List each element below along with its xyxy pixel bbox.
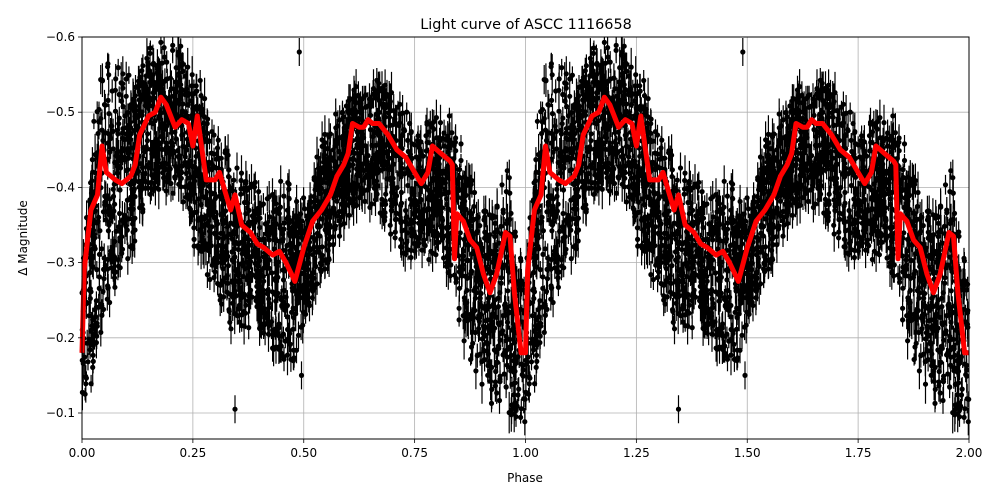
- binned-mean-curve: [79, 94, 969, 356]
- x-axis-ticks: 0.00 0.25 0.50 0.75 1.00 1.25 1.50 1.75 2.00: [69, 439, 983, 460]
- y-tick-label: −0.2: [46, 331, 75, 345]
- x-tick-label: 1.00: [512, 446, 539, 460]
- y-tick-label: −0.3: [46, 256, 75, 270]
- observation-points: [79, 37, 972, 436]
- x-tick-label: 0.25: [180, 446, 207, 460]
- y-tick-label: −0.1: [46, 406, 75, 420]
- x-tick-label: 2.00: [956, 446, 983, 460]
- x-tick-label: 1.50: [734, 446, 761, 460]
- y-tick-label: −0.4: [46, 180, 75, 194]
- x-tick-label: 0.50: [290, 446, 317, 460]
- red-curve-line: [79, 94, 969, 356]
- x-tick-label: 1.75: [845, 446, 872, 460]
- x-tick-label: 0.00: [69, 446, 96, 460]
- chart-title: Light curve of ASCC 1116658: [420, 17, 632, 33]
- y-tick-label: −0.6: [46, 30, 75, 44]
- x-tick-label: 1.25: [623, 446, 650, 460]
- y-axis-label: Δ Magnitude: [16, 200, 30, 276]
- x-axis-label: Phase: [507, 471, 543, 485]
- data-points: [79, 39, 972, 425]
- y-tick-label: −0.5: [46, 105, 75, 119]
- y-axis-ticks: −0.6 −0.5 −0.4 −0.3 −0.2 −0.1: [46, 30, 82, 420]
- x-tick-label: 0.75: [401, 446, 428, 460]
